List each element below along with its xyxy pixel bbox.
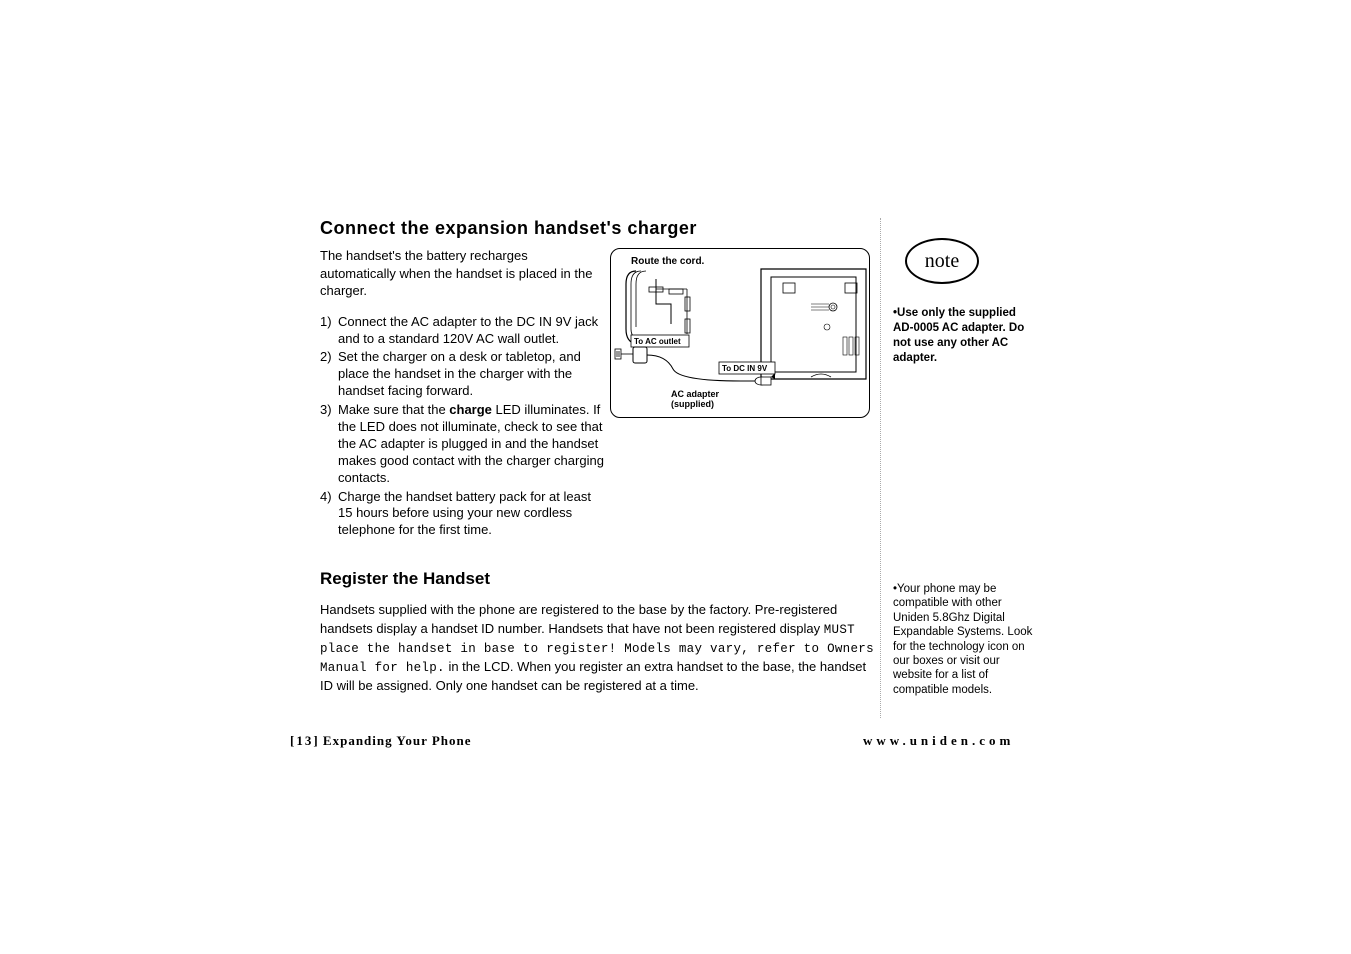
heading-connect-charger: Connect the expansion handset's charger xyxy=(320,218,1035,239)
step-text: Connect the AC adapter to the DC IN 9V j… xyxy=(338,314,605,348)
step-text: Set the charger on a desk or tabletop, a… xyxy=(338,349,605,400)
route-cord-label: Route the cord. xyxy=(631,256,705,267)
note-badge: note xyxy=(905,238,979,284)
footer-url: www.uniden.com xyxy=(863,733,1014,749)
dc-label: To DC IN 9V xyxy=(722,364,768,373)
step-text: Make sure that the charge LED illuminate… xyxy=(338,402,605,486)
step-2: 2) Set the charger on a desk or tabletop… xyxy=(320,349,605,400)
step-1: 1) Connect the AC adapter to the DC IN 9… xyxy=(320,314,605,348)
adapter-label: AC adapter xyxy=(671,389,720,399)
step-number: 1) xyxy=(320,314,338,348)
step-4: 4) Charge the handset battery pack for a… xyxy=(320,489,605,540)
charger-diagram: Route the cord. xyxy=(610,248,870,418)
supplied-label: (supplied) xyxy=(671,399,714,409)
note-label: note xyxy=(925,250,959,273)
charge-bold: charge xyxy=(449,402,492,417)
section-title: Expanding Your Phone xyxy=(323,733,472,748)
register-paragraph: Handsets supplied with the phone are reg… xyxy=(320,601,875,696)
step-text: Charge the handset battery pack for at l… xyxy=(338,489,605,540)
page-number: [13] xyxy=(290,733,320,748)
ac-outlet-label: To AC outlet xyxy=(634,337,681,346)
diagram-svg: Route the cord. xyxy=(611,249,871,419)
note-compatibility: •Your phone may be compatible with other… xyxy=(893,582,1033,697)
footer-left: [13] Expanding Your Phone xyxy=(290,733,472,749)
step-number: 4) xyxy=(320,489,338,540)
step-3: 3) Make sure that the charge LED illumin… xyxy=(320,402,605,486)
steps-list: 1) Connect the AC adapter to the DC IN 9… xyxy=(320,314,605,540)
note-adapter-warning: •Use only the supplied AD-0005 AC adapte… xyxy=(893,306,1033,366)
step-number: 3) xyxy=(320,402,338,486)
step-number: 2) xyxy=(320,349,338,400)
intro-paragraph: The handset's the battery recharges auto… xyxy=(320,247,600,300)
